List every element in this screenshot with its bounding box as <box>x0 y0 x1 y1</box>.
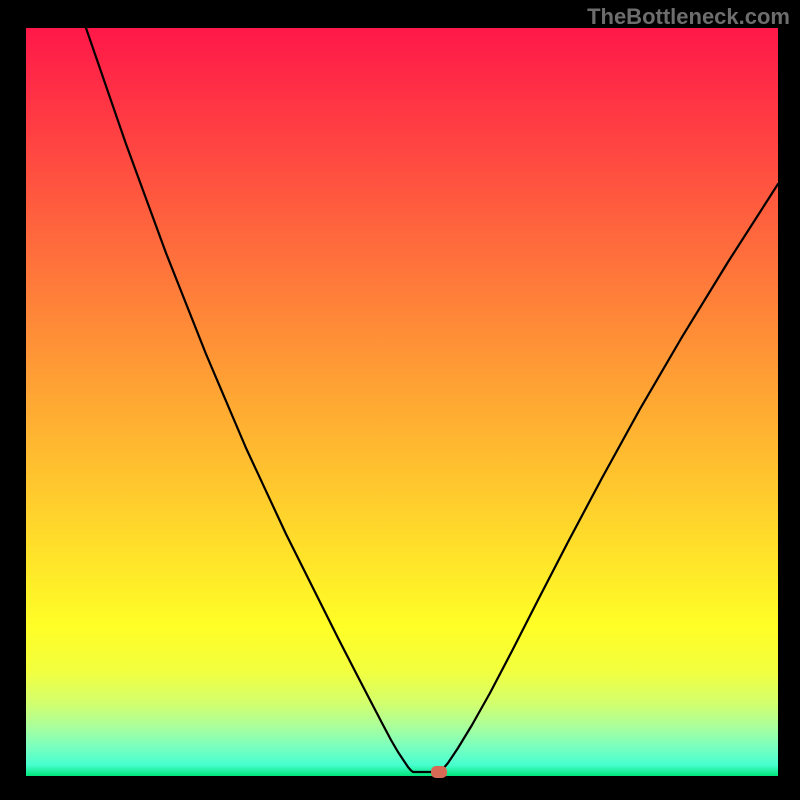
chart-container: TheBottleneck.com <box>0 0 800 800</box>
plot-area <box>26 28 778 776</box>
bottleneck-curve <box>86 28 778 772</box>
watermark-text: TheBottleneck.com <box>587 4 790 30</box>
optimum-marker <box>431 766 447 778</box>
curve-layer <box>26 28 778 776</box>
